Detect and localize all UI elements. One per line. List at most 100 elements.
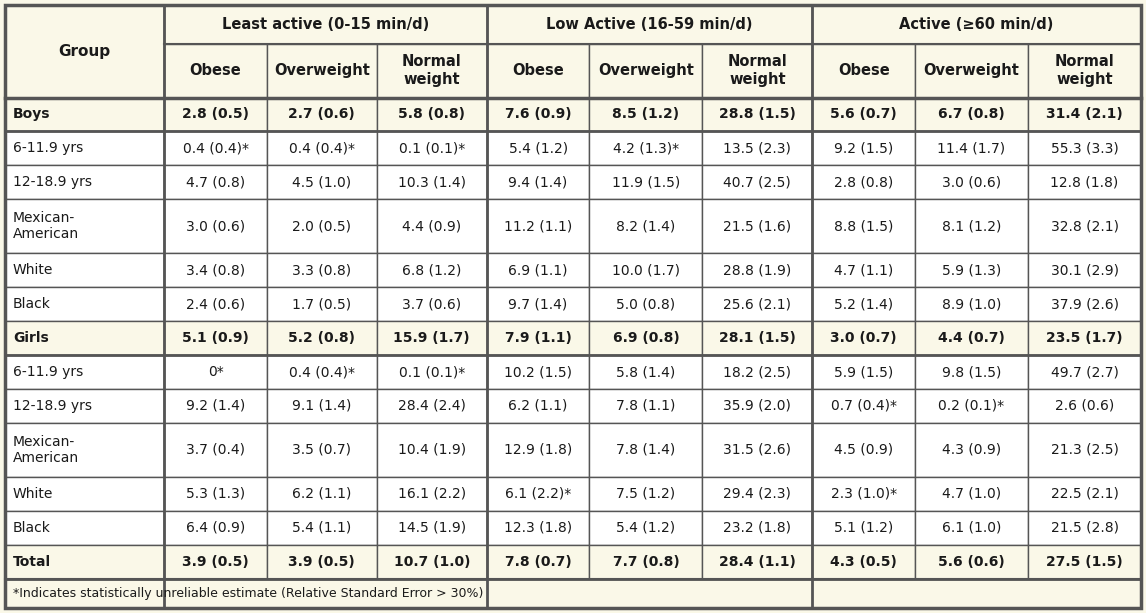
Bar	[487, 44, 589, 97]
Text: 4.7 (1.1): 4.7 (1.1)	[834, 263, 893, 277]
Text: 21.3 (2.5): 21.3 (2.5)	[1051, 443, 1118, 457]
Bar	[487, 389, 589, 423]
Text: Normal
weight: Normal weight	[402, 55, 462, 87]
Bar	[267, 199, 377, 253]
Text: 27.5 (1.5): 27.5 (1.5)	[1046, 555, 1123, 569]
Text: 12.9 (1.8): 12.9 (1.8)	[504, 443, 572, 457]
Text: 18.2 (2.5): 18.2 (2.5)	[723, 365, 792, 379]
Bar	[164, 199, 267, 253]
Text: 5.3 (1.3): 5.3 (1.3)	[186, 487, 245, 501]
Bar	[487, 321, 589, 355]
Bar	[1028, 253, 1141, 287]
Text: Black: Black	[13, 297, 50, 311]
Text: 49.7 (2.7): 49.7 (2.7)	[1051, 365, 1118, 379]
Text: 8.9 (1.0): 8.9 (1.0)	[942, 297, 1002, 311]
Bar	[267, 321, 377, 355]
Text: 6.1 (2.2)*: 6.1 (2.2)*	[505, 487, 571, 501]
Text: 28.4 (2.4): 28.4 (2.4)	[398, 399, 465, 413]
Text: Obese: Obese	[838, 63, 889, 78]
Text: 31.4 (2.1): 31.4 (2.1)	[1046, 107, 1123, 121]
Bar	[267, 166, 377, 199]
Text: 6-11.9 yrs: 6-11.9 yrs	[13, 142, 84, 156]
Text: 2.0 (0.5): 2.0 (0.5)	[292, 219, 352, 234]
Text: Active (≥60 min/d): Active (≥60 min/d)	[900, 17, 1054, 32]
Text: 5.9 (1.5): 5.9 (1.5)	[834, 365, 893, 379]
Bar	[164, 131, 267, 166]
Text: 4.4 (0.9): 4.4 (0.9)	[402, 219, 462, 234]
Text: 6.9 (1.1): 6.9 (1.1)	[509, 263, 567, 277]
Text: 4.3 (0.5): 4.3 (0.5)	[830, 555, 897, 569]
Text: 6-11.9 yrs: 6-11.9 yrs	[13, 365, 84, 379]
Bar	[702, 166, 813, 199]
Bar	[267, 44, 377, 97]
Text: 0.4 (0.4)*: 0.4 (0.4)*	[289, 365, 355, 379]
Bar	[813, 355, 915, 389]
Bar	[1028, 545, 1141, 579]
Bar	[164, 423, 267, 477]
Bar	[589, 166, 702, 199]
Bar	[589, 199, 702, 253]
Text: 29.4 (2.3): 29.4 (2.3)	[723, 487, 791, 501]
Bar	[377, 511, 487, 545]
Bar	[5, 131, 164, 166]
Bar	[589, 423, 702, 477]
Text: Obese: Obese	[190, 63, 242, 78]
Text: White: White	[13, 487, 54, 501]
Bar	[589, 511, 702, 545]
Bar	[377, 131, 487, 166]
Text: 6.7 (0.8): 6.7 (0.8)	[939, 107, 1005, 121]
Bar	[915, 287, 1028, 321]
Text: 2.7 (0.6): 2.7 (0.6)	[289, 107, 355, 121]
Bar	[915, 321, 1028, 355]
Bar	[5, 253, 164, 287]
Text: 11.2 (1.1): 11.2 (1.1)	[504, 219, 572, 234]
Bar	[164, 511, 267, 545]
Bar	[702, 389, 813, 423]
Bar	[377, 199, 487, 253]
Bar	[267, 97, 377, 131]
Text: Normal
weight: Normal weight	[1054, 55, 1114, 87]
Bar	[164, 97, 267, 131]
Bar	[915, 44, 1028, 97]
Bar	[164, 389, 267, 423]
Text: 28.8 (1.5): 28.8 (1.5)	[719, 107, 795, 121]
Bar	[377, 321, 487, 355]
Text: 9.1 (1.4): 9.1 (1.4)	[292, 399, 352, 413]
Bar	[813, 5, 1141, 44]
Text: *Indicates statistically unreliable estimate (Relative Standard Error > 30%): *Indicates statistically unreliable esti…	[13, 587, 484, 600]
Text: 2.8 (0.8): 2.8 (0.8)	[834, 175, 893, 189]
Text: 0.2 (0.1)*: 0.2 (0.1)*	[939, 399, 1005, 413]
Text: 5.8 (1.4): 5.8 (1.4)	[617, 365, 675, 379]
Text: 3.0 (0.6): 3.0 (0.6)	[942, 175, 1002, 189]
Bar	[487, 477, 589, 511]
Text: 7.8 (1.1): 7.8 (1.1)	[617, 399, 676, 413]
Text: White: White	[13, 263, 54, 277]
Text: Boys: Boys	[13, 107, 50, 121]
Bar	[1028, 97, 1141, 131]
Text: Girls: Girls	[13, 331, 49, 345]
Bar	[164, 44, 267, 97]
Bar	[915, 355, 1028, 389]
Text: 35.9 (2.0): 35.9 (2.0)	[723, 399, 791, 413]
Text: 4.4 (0.7): 4.4 (0.7)	[939, 331, 1005, 345]
Text: 2.8 (0.5): 2.8 (0.5)	[182, 107, 249, 121]
Bar	[5, 5, 164, 97]
Text: 16.1 (2.2): 16.1 (2.2)	[398, 487, 465, 501]
Text: 10.0 (1.7): 10.0 (1.7)	[612, 263, 680, 277]
Bar	[487, 199, 589, 253]
Text: Least active (0-15 min/d): Least active (0-15 min/d)	[222, 17, 429, 32]
Bar	[702, 131, 813, 166]
Bar	[813, 545, 915, 579]
Bar	[377, 287, 487, 321]
Bar	[589, 97, 702, 131]
Text: 5.4 (1.2): 5.4 (1.2)	[509, 142, 567, 156]
Text: 3.7 (0.6): 3.7 (0.6)	[402, 297, 462, 311]
Bar	[915, 477, 1028, 511]
Text: 4.2 (1.3)*: 4.2 (1.3)*	[613, 142, 678, 156]
Text: 6.2 (1.1): 6.2 (1.1)	[292, 487, 352, 501]
Bar	[1028, 423, 1141, 477]
Bar	[5, 97, 164, 131]
Bar	[267, 355, 377, 389]
Text: 12.8 (1.8): 12.8 (1.8)	[1051, 175, 1118, 189]
Text: 3.0 (0.6): 3.0 (0.6)	[186, 219, 245, 234]
